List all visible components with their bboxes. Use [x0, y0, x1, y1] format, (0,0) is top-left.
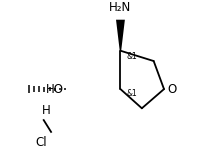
Text: H₂N: H₂N [109, 1, 132, 14]
Text: O: O [168, 83, 177, 96]
Text: &1: &1 [126, 89, 137, 98]
Text: H: H [42, 104, 51, 117]
Polygon shape [116, 20, 125, 51]
Text: HO: HO [46, 83, 64, 96]
Text: Cl: Cl [36, 136, 47, 149]
Text: &1: &1 [126, 52, 137, 61]
